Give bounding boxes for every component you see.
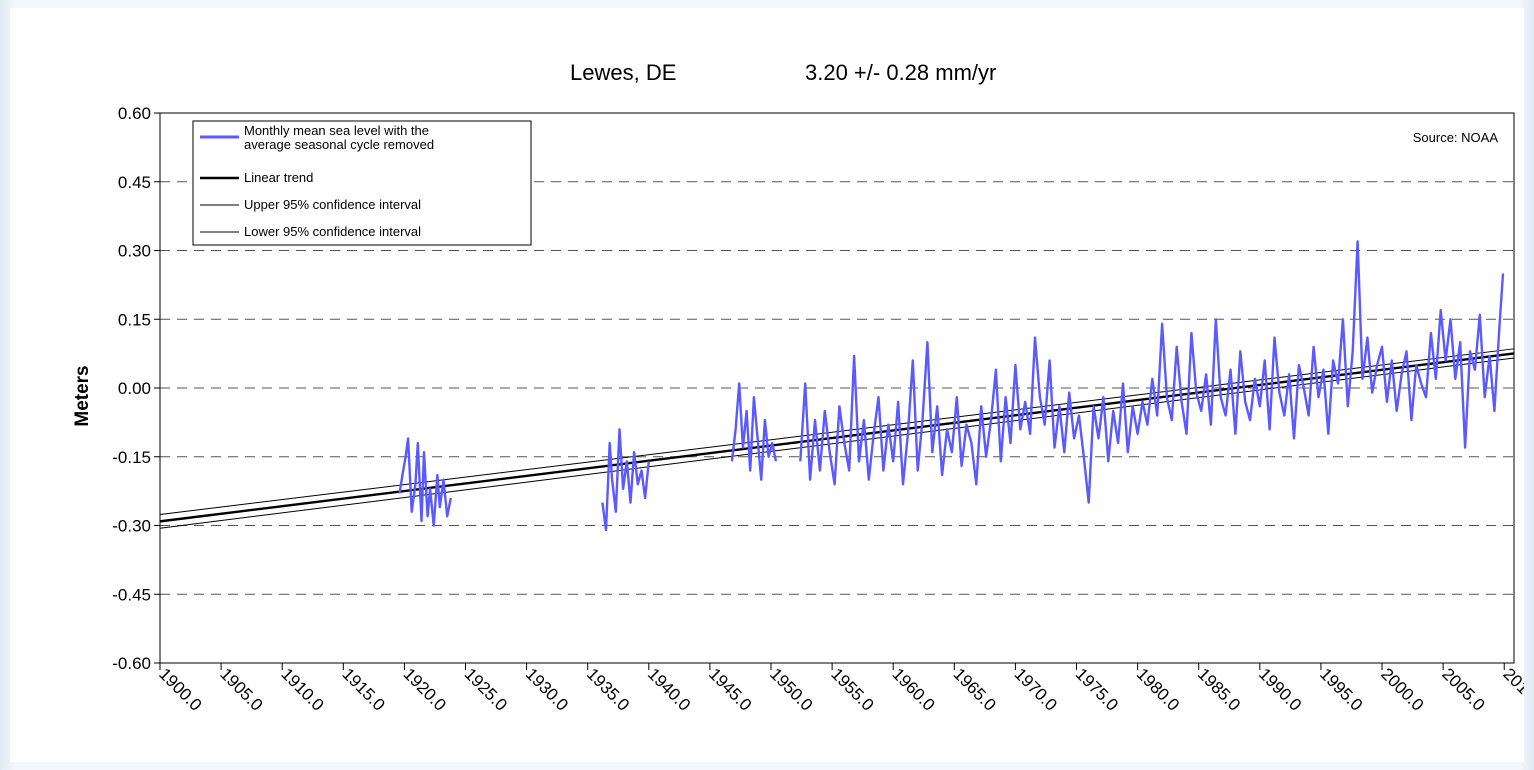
x-axis: 1900.0 1905.0 1910.0 1915.0 1920.0 1925.0 1930… (155, 663, 1524, 715)
chart-frame: Lewes, DE 3.20 +/- 0.28 mm/yr 0.60 0.45 0.… (10, 8, 1524, 762)
y-tick-label-7: -0.45 (112, 585, 151, 604)
x-tick-label-9: 1945.0 (705, 664, 755, 714)
legend-label-lower-ci: Lower 95% confidence interval (244, 224, 421, 239)
x-tick-label-2: 1910.0 (277, 664, 327, 714)
x-tick-label-4: 1920.0 (400, 664, 450, 714)
x-tick-label-13: 1965.0 (949, 664, 999, 714)
x-tick-label-5: 1925.0 (461, 664, 511, 714)
x-tick-label-0: 1900.0 (155, 664, 205, 714)
x-tick-label-17: 1985.0 (1194, 664, 1244, 714)
y-tick-label-4: 0.00 (118, 379, 151, 398)
sea-level-chart: Lewes, DE 3.20 +/- 0.28 mm/yr 0.600.450.… (72, 60, 1524, 715)
x-tick-label-19: 1995.0 (1316, 664, 1366, 714)
x-tick-label-10: 1950.0 (766, 664, 816, 714)
y-axis-title: Meters (72, 365, 93, 426)
legend-label-sea-level-line2: average seasonal cycle removed (244, 137, 434, 152)
sea-level-segment-1 (601, 428, 650, 532)
x-tick-label-22: 2010.0 (1499, 664, 1524, 714)
sea-level-segment-3 (799, 240, 1505, 504)
legend-label-linear-trend: Linear trend (244, 170, 313, 185)
legend-label-sea-level-line1: Monthly mean sea level with the (244, 123, 429, 138)
x-tick-label-3: 1915.0 (338, 664, 388, 714)
y-tick-label-0: 0.60 (118, 104, 151, 123)
legend-box (192, 120, 532, 246)
x-tick-label-21: 2005.0 (1438, 664, 1488, 714)
x-tick-label-12: 1960.0 (888, 664, 938, 714)
sea-level-segment-0 (398, 437, 452, 527)
y-axis: 0.60 0.45 0.30 0.15 0.00 -0.15 -0.30 -0.45 -0.60 (112, 104, 160, 673)
y-tick-label-3: 0.15 (118, 310, 151, 329)
x-tick-label-8: 1940.0 (644, 664, 694, 714)
x-tick-label-18: 1990.0 (1255, 664, 1305, 714)
chart-title-station: Lewes, DE (570, 60, 676, 85)
y-tick-label-5: -0.15 (112, 448, 151, 467)
x-tick-label-6: 1930.0 (522, 664, 572, 714)
chart-title-rate: 3.20 +/- 0.28 mm/yr (805, 60, 996, 85)
sea-level-segment-2 (730, 382, 778, 481)
y-tick-label-1: 0.45 (118, 173, 151, 192)
x-tick-label-11: 1955.0 (827, 664, 877, 714)
x-tick-label-7: 1935.0 (583, 664, 633, 714)
y-tick-label-6: -0.30 (112, 517, 151, 536)
x-tick-label-14: 1970.0 (1011, 664, 1061, 714)
source-label: Source: NOAA (1413, 130, 1499, 145)
x-tick-label-15: 1975.0 (1072, 664, 1122, 714)
x-tick-label-1: 1905.0 (216, 664, 266, 714)
legend-label-upper-ci: Upper 95% confidence interval (244, 197, 421, 212)
y-tick-label-8: -0.60 (112, 654, 151, 673)
chart-legend: Monthly mean sea level with the average … (192, 120, 532, 246)
sea-level-series (398, 240, 1505, 532)
x-tick-label-20: 2000.0 (1377, 664, 1427, 714)
x-tick-label-16: 1980.0 (1133, 664, 1183, 714)
y-tick-label-2: 0.30 (118, 242, 151, 261)
